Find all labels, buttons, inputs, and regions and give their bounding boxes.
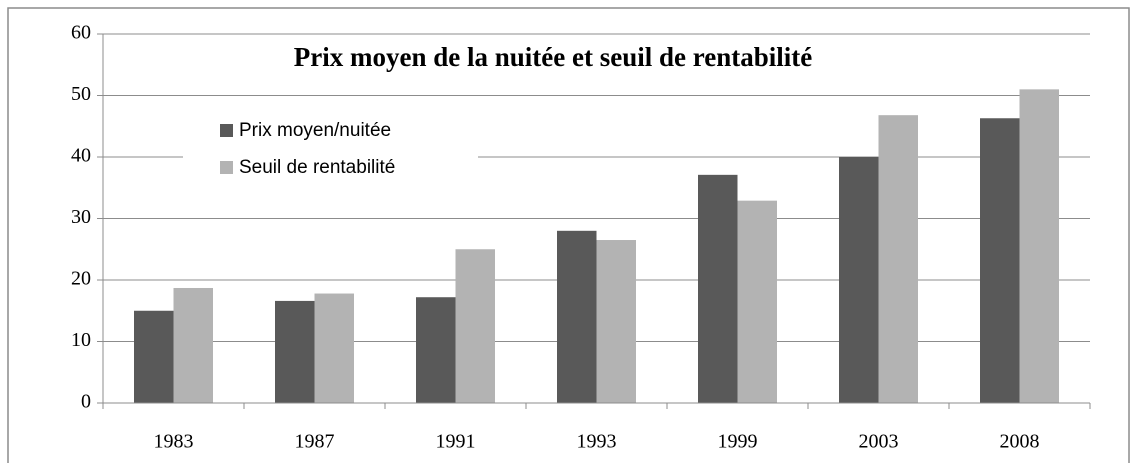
chart-title: Prix moyen de la nuitée et seuil de rent… [294, 42, 812, 72]
x-tick-label: 1991 [436, 431, 476, 453]
y-tick-label: 0 [81, 391, 91, 413]
legend-swatch [220, 124, 233, 137]
bar [878, 115, 918, 404]
bar [134, 310, 174, 403]
bar [1019, 89, 1059, 403]
y-tick-label: 30 [71, 206, 91, 228]
x-tick-label: 2008 [1000, 431, 1040, 453]
legend-label: Prix moyen/nuitée [239, 120, 391, 141]
legend-label: Seuil de rentabilité [239, 157, 395, 178]
bar [737, 200, 777, 403]
bar [698, 174, 738, 403]
bar [314, 293, 354, 403]
bar [455, 249, 495, 403]
bar [839, 157, 879, 403]
bar [275, 300, 315, 403]
y-tick-label: 20 [71, 268, 91, 290]
bar [173, 287, 213, 403]
bar [980, 118, 1020, 403]
x-tick-label: 1999 [718, 431, 758, 453]
x-tick-label: 1983 [154, 431, 194, 453]
bar [557, 230, 597, 403]
y-tick-label: 50 [71, 83, 91, 105]
x-tick-label: 2003 [859, 431, 899, 453]
y-tick-label: 60 [71, 22, 91, 44]
x-tick-label: 1993 [577, 431, 617, 453]
bar [596, 240, 636, 403]
bar [416, 297, 456, 403]
title-box [240, 42, 866, 80]
y-tick-label: 40 [71, 145, 91, 167]
legend-swatch [220, 161, 233, 174]
y-tick-label: 10 [71, 329, 91, 351]
x-tick-label: 1987 [295, 431, 335, 453]
